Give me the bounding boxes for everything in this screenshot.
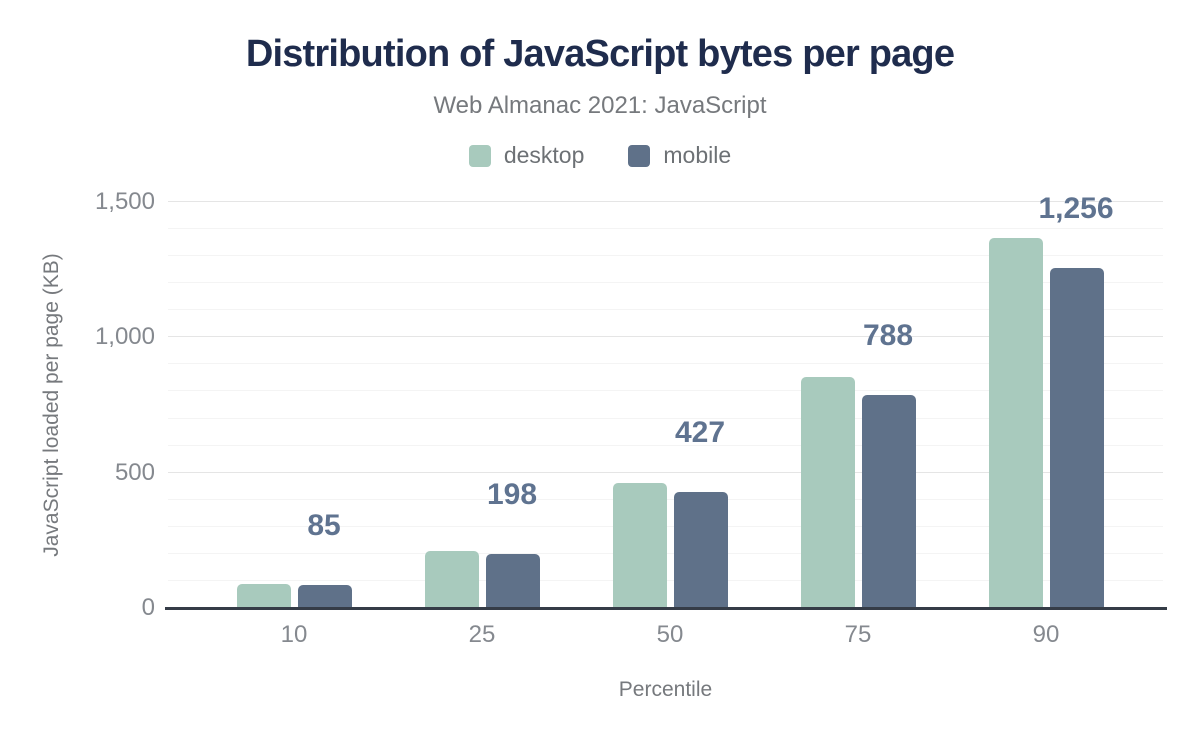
legend-label-mobile: mobile xyxy=(663,142,732,168)
bar-group-p50: 427 50 xyxy=(576,202,764,648)
y-tick-label-500: 500 xyxy=(114,458,155,486)
bar-mobile-p90 xyxy=(1049,268,1104,608)
legend: desktop mobile xyxy=(0,142,1200,169)
gridline-1100 xyxy=(168,309,1163,311)
y-tick-label-0: 0 xyxy=(141,594,155,621)
bar-groups: 85 10 198 25 427 50 788 75 1,256 90 xyxy=(200,192,1140,648)
bar-group-p90: 1,256 90 xyxy=(952,192,1140,648)
gridline-500 xyxy=(168,471,1163,473)
bar-desktop-p50 xyxy=(612,482,667,608)
gridline-900 xyxy=(168,363,1163,365)
gridline-1400 xyxy=(168,228,1163,230)
legend-swatch-desktop-icon xyxy=(468,144,491,167)
y-axis-ticks: 0 500 1,000 1,500 xyxy=(0,188,155,621)
gridline-1200 xyxy=(168,282,1163,284)
x-tick-label-90: 90 xyxy=(1032,621,1060,648)
legend-label-desktop: desktop xyxy=(503,142,585,168)
data-label-p75: 788 xyxy=(862,318,914,352)
x-tick-label-25: 25 xyxy=(468,621,496,648)
data-label-p90: 1,256 xyxy=(1038,192,1114,226)
gridline-800 xyxy=(168,390,1163,392)
x-tick-label-75: 75 xyxy=(844,621,872,648)
gridline-1000 xyxy=(168,336,1163,338)
plot-area: 85 10 198 25 427 50 788 75 1,256 90 xyxy=(168,192,1163,648)
gridline-700 xyxy=(168,417,1163,419)
bar-group-p25: 198 25 xyxy=(388,202,576,648)
y-tick-label-1000: 1,000 xyxy=(94,323,155,351)
bar-desktop-p75 xyxy=(800,376,855,608)
gridline-1300 xyxy=(168,255,1163,257)
x-tick-label-50: 50 xyxy=(656,621,684,648)
x-tick-label-10: 10 xyxy=(280,621,308,648)
gridline-1500 xyxy=(168,201,1163,202)
bar-group-p75: 788 75 xyxy=(764,202,952,648)
bar-mobile-p75 xyxy=(861,394,916,608)
bar-mobile-p25 xyxy=(485,554,540,608)
bar-mobile-p10 xyxy=(297,585,352,608)
chart-subtitle: Web Almanac 2021: JavaScript xyxy=(433,92,767,119)
x-axis-title: Percentile xyxy=(618,678,713,701)
data-label-p25: 198 xyxy=(486,478,538,512)
data-label-p10: 85 xyxy=(307,509,341,542)
chart-title: Distribution of JavaScript bytes per pag… xyxy=(245,33,955,75)
x-axis-line xyxy=(165,607,1167,610)
bar-mobile-p50 xyxy=(673,492,728,608)
legend-swatch-mobile-icon xyxy=(628,144,651,167)
bar-desktop-p90 xyxy=(988,238,1043,608)
legend-item-mobile: mobile xyxy=(628,142,731,169)
y-tick-label-1500: 1,500 xyxy=(94,188,155,215)
bar-desktop-p25 xyxy=(424,551,479,608)
bar-desktop-p10 xyxy=(236,584,291,608)
legend-item-desktop: desktop xyxy=(468,142,585,169)
bar-group-p10: 85 10 xyxy=(200,202,388,648)
gridline-600 xyxy=(168,444,1163,446)
data-label-p50: 427 xyxy=(674,416,726,450)
